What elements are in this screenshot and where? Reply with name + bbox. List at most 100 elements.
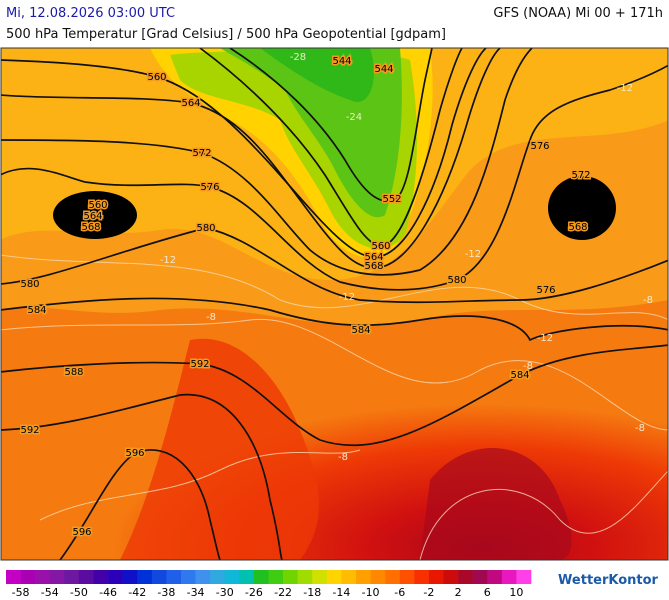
isotherm-label: -12	[465, 249, 481, 260]
colorbar-swatch	[35, 570, 51, 584]
contour-label: 588	[64, 367, 83, 378]
isotherm-label: -12	[617, 83, 633, 94]
colorbar-swatch	[414, 570, 430, 584]
map-area	[1, 48, 668, 560]
colorbar-swatch	[64, 570, 80, 584]
colorbar-label: -26	[245, 586, 263, 599]
colorbar-swatch	[151, 570, 167, 584]
colorbar-label: -6	[394, 586, 405, 599]
colorbar-swatch	[341, 570, 357, 584]
colorbar-swatch	[356, 570, 371, 584]
colorbar-label: -34	[187, 586, 205, 599]
colorbar-label: -50	[70, 586, 88, 599]
colorbar-swatch	[312, 570, 328, 584]
contour-label: 568	[81, 222, 100, 233]
colorbar-swatch	[458, 570, 473, 584]
contour-label: 564	[181, 98, 200, 109]
contour-label: 580	[447, 275, 466, 286]
colorbar-swatch	[268, 570, 284, 584]
colorbar-swatch	[6, 570, 21, 584]
colorbar-swatch	[20, 570, 36, 584]
colorbar-label: -18	[303, 586, 321, 599]
colorbar-label: -46	[99, 586, 117, 599]
brand-logo: WetterKontor	[558, 573, 659, 588]
colorbar-label: -38	[157, 586, 175, 599]
contour-label: 568	[364, 261, 383, 272]
isotherm-label: -8	[338, 452, 348, 463]
contour-label: 592	[190, 359, 209, 370]
colorbar-swatch	[487, 570, 503, 584]
colorbar-label: 2	[455, 586, 462, 599]
colorbar-swatch	[443, 570, 459, 584]
colorbar-label: -42	[128, 586, 146, 599]
colorbar-swatch	[108, 570, 123, 584]
contour-label: 564	[83, 211, 102, 222]
colorbar-label: -58	[12, 586, 30, 599]
colorbar-label: 6	[484, 586, 491, 599]
contour-label: 564	[364, 252, 383, 263]
colorbar-swatch	[399, 570, 415, 584]
contour-label: 576	[530, 141, 549, 152]
geopotential-contours	[1, 48, 668, 560]
model-label: GFS (NOAA) Mi 00 + 171h	[493, 6, 663, 21]
colorbar-label: 10	[509, 586, 523, 599]
colorbar-swatch	[78, 570, 94, 584]
contour-label: 596	[72, 527, 91, 538]
isotherm-label: -28	[290, 52, 306, 63]
colorbar-label: -2	[423, 586, 434, 599]
colorbar-swatch	[93, 570, 109, 584]
colorbar-swatch	[166, 570, 182, 584]
contour-label: 584	[351, 325, 370, 336]
colorbar-swatch	[297, 570, 313, 584]
colorbar-swatch	[385, 570, 401, 584]
contour-label: 572	[571, 170, 590, 181]
contour-label: 544	[332, 56, 351, 67]
colorbar-label: -30	[216, 586, 234, 599]
contour-label: 584	[510, 370, 529, 381]
contour-label: 552	[382, 194, 401, 205]
contour-label: 560	[147, 72, 166, 83]
contour-label: 560	[88, 200, 107, 211]
colorbar-swatch	[210, 570, 226, 584]
contour-label: 596	[125, 448, 144, 459]
isotherm-label: -12	[160, 255, 176, 266]
colorbar-swatch	[195, 570, 211, 584]
isotherm-label: -12	[339, 292, 355, 303]
contour-label: 576	[536, 285, 555, 296]
colorbar-swatch	[122, 570, 138, 584]
colorbar-swatch	[370, 570, 386, 584]
colorbar-swatch	[239, 570, 255, 584]
contour-label: 580	[196, 223, 215, 234]
contour-label: 568	[568, 222, 587, 233]
colorbar-label: -22	[274, 586, 292, 599]
colorbar-label: -10	[362, 586, 380, 599]
colorbar-swatch	[224, 570, 240, 584]
colorbar-label: -14	[332, 586, 350, 599]
date-label: Mi, 12.08.2026 03:00 UTC	[6, 6, 175, 21]
contour-label: 544	[374, 64, 393, 75]
colorbar-label: -54	[41, 586, 59, 599]
colorbar-swatch	[137, 570, 153, 584]
isotherm-label: -12	[537, 333, 553, 344]
colorbar-swatch	[181, 570, 196, 584]
subtitle: 500 hPa Temperatur [Grad Celsius] / 500 …	[6, 27, 446, 42]
contour-label: 584	[27, 305, 46, 316]
colorbar-swatch	[501, 570, 517, 584]
contour-label: 560	[371, 241, 390, 252]
colorbar-swatch	[472, 570, 488, 584]
map-frame	[0, 47, 669, 561]
colorbar-swatch	[516, 570, 532, 584]
colorbar-swatch	[428, 570, 444, 584]
contour-label: 580	[20, 279, 39, 290]
colorbar-swatch	[283, 570, 298, 584]
colorbar-swatch	[253, 570, 269, 584]
contour-label: 572	[192, 148, 211, 159]
isotherm-label: -8	[643, 295, 653, 306]
isotherm-label: -8	[523, 361, 533, 372]
isotherm-label: -8	[206, 312, 216, 323]
contour-label: 576	[200, 182, 219, 193]
temperature-isotherms	[1, 254, 668, 560]
isotherm-label: -24	[346, 112, 362, 123]
colorbar-swatch	[326, 570, 342, 584]
